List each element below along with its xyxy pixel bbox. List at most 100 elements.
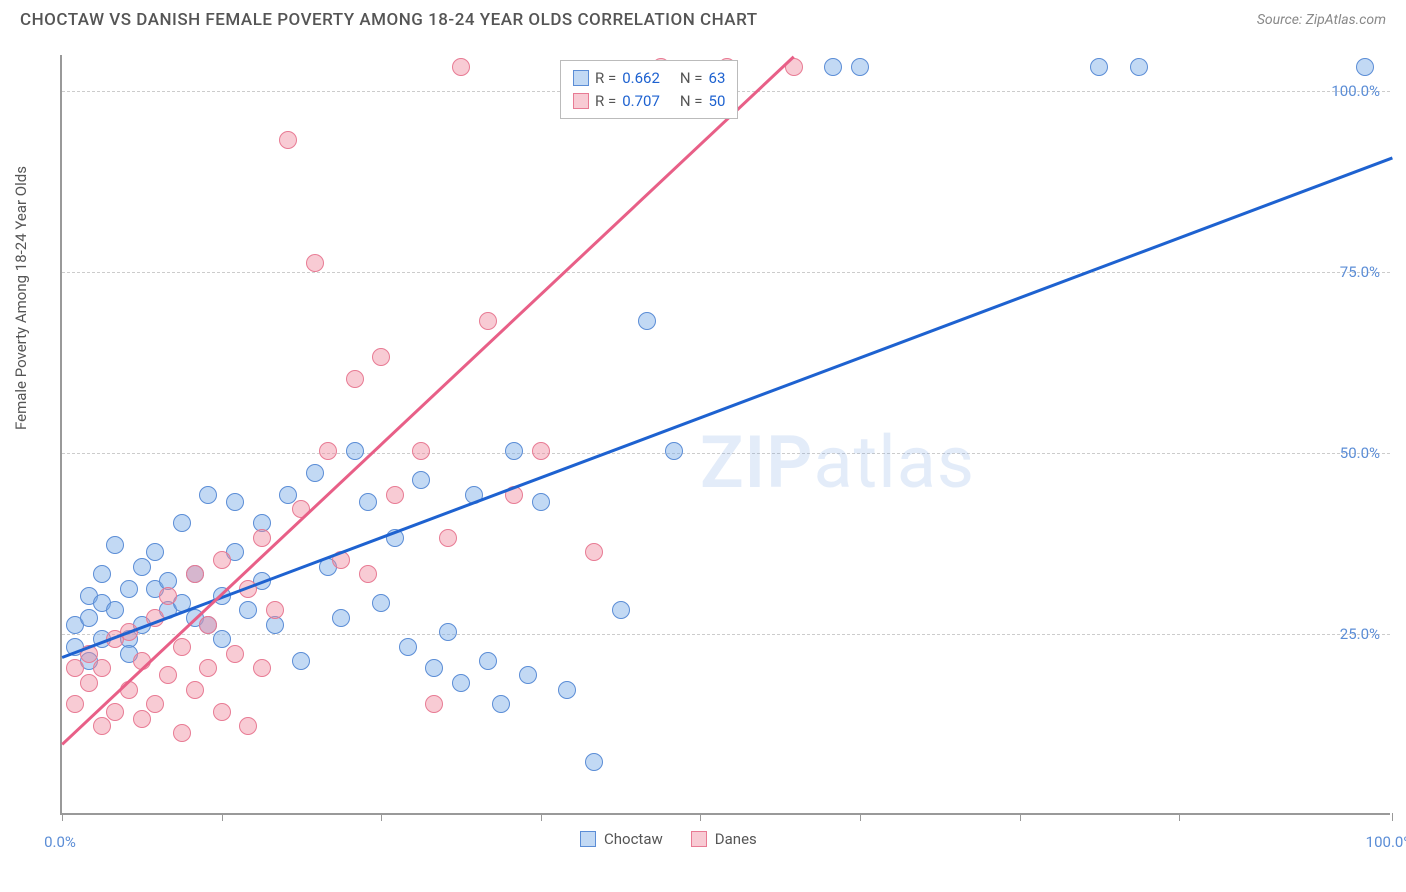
data-point xyxy=(425,695,443,713)
data-point xyxy=(665,442,683,460)
legend-row: R = 0.707 N = 50 xyxy=(573,90,725,113)
data-point xyxy=(226,493,244,511)
scatter-plot-area: 25.0%50.0%75.0%100.0% xyxy=(60,55,1390,815)
x-tick xyxy=(860,813,861,821)
y-axis-label: Female Poverty Among 18-24 Year Olds xyxy=(12,166,30,430)
trend-line xyxy=(62,156,1393,658)
series-name: Choctaw xyxy=(604,830,663,848)
data-point xyxy=(292,652,310,670)
data-point xyxy=(532,442,550,460)
data-point xyxy=(120,681,138,699)
series-legend-item: Choctaw xyxy=(580,830,663,848)
gridline xyxy=(62,634,1390,635)
data-point xyxy=(226,645,244,663)
data-point xyxy=(279,131,297,149)
data-point xyxy=(173,514,191,532)
data-point xyxy=(199,659,217,677)
data-point xyxy=(412,471,430,489)
data-point xyxy=(505,442,523,460)
x-tick xyxy=(222,813,223,821)
legend-n-value: 50 xyxy=(709,90,726,113)
data-point xyxy=(585,753,603,771)
data-point xyxy=(213,703,231,721)
data-point xyxy=(851,58,869,76)
data-point xyxy=(106,601,124,619)
data-point xyxy=(199,616,217,634)
x-tick xyxy=(1020,813,1021,821)
data-point xyxy=(492,695,510,713)
data-point xyxy=(386,486,404,504)
data-point xyxy=(452,58,470,76)
chart-title: CHOCTAW VS DANISH FEMALE POVERTY AMONG 1… xyxy=(20,10,758,30)
data-point xyxy=(412,442,430,460)
x-tick xyxy=(381,813,382,821)
data-point xyxy=(638,312,656,330)
data-point xyxy=(439,529,457,547)
chart-header: CHOCTAW VS DANISH FEMALE POVERTY AMONG 1… xyxy=(0,0,1406,38)
legend-r-label: R = xyxy=(595,90,616,113)
data-point xyxy=(146,543,164,561)
data-point xyxy=(173,724,191,742)
legend-swatch xyxy=(691,831,707,847)
data-point xyxy=(306,254,324,272)
data-point xyxy=(479,652,497,670)
series-legend: Choctaw Danes xyxy=(580,830,757,848)
legend-n-label: N = xyxy=(680,90,703,113)
data-point xyxy=(93,717,111,735)
data-point xyxy=(1130,58,1148,76)
data-point xyxy=(239,601,257,619)
data-point xyxy=(133,558,151,576)
data-point xyxy=(80,674,98,692)
legend-r-label: R = xyxy=(595,67,616,90)
x-tick xyxy=(62,813,63,821)
data-point xyxy=(80,609,98,627)
data-point xyxy=(824,58,842,76)
data-point xyxy=(213,551,231,569)
data-point xyxy=(213,630,231,648)
data-point xyxy=(239,717,257,735)
data-point xyxy=(133,710,151,728)
series-name: Danes xyxy=(715,830,757,848)
legend-swatch xyxy=(573,70,589,86)
data-point xyxy=(146,695,164,713)
data-point xyxy=(292,500,310,518)
data-point xyxy=(372,348,390,366)
data-point xyxy=(332,609,350,627)
data-point xyxy=(1356,58,1374,76)
data-point xyxy=(425,659,443,677)
data-point xyxy=(439,623,457,641)
y-tick-label: 100.0% xyxy=(1331,82,1380,100)
data-point xyxy=(519,666,537,684)
data-point xyxy=(1090,58,1108,76)
data-point xyxy=(612,601,630,619)
data-point xyxy=(558,681,576,699)
data-point xyxy=(173,638,191,656)
x-tick-label: 0.0% xyxy=(44,833,76,851)
data-point xyxy=(159,666,177,684)
data-point xyxy=(186,681,204,699)
gridline xyxy=(62,272,1390,273)
data-point xyxy=(159,587,177,605)
legend-row: R =0.662N =63 xyxy=(573,67,725,90)
data-point xyxy=(452,674,470,692)
data-point xyxy=(106,536,124,554)
data-point xyxy=(372,594,390,612)
series-legend-item: Danes xyxy=(691,830,757,848)
legend-n-value: 63 xyxy=(709,67,726,90)
data-point xyxy=(585,543,603,561)
legend-r-value: 0.707 xyxy=(622,90,660,113)
chart-source: Source: ZipAtlas.com xyxy=(1257,12,1386,28)
data-point xyxy=(199,486,217,504)
data-point xyxy=(253,529,271,547)
x-tick xyxy=(1179,813,1180,821)
y-tick-label: 25.0% xyxy=(1340,625,1380,643)
data-point xyxy=(532,493,550,511)
x-tick-label: 100.0% xyxy=(1366,833,1406,851)
y-tick-label: 75.0% xyxy=(1340,263,1380,281)
data-point xyxy=(253,659,271,677)
data-point xyxy=(66,659,84,677)
data-point xyxy=(186,565,204,583)
data-point xyxy=(93,565,111,583)
data-point xyxy=(93,659,111,677)
correlation-legend: R =0.662N =63R = 0.707 N = 50 xyxy=(560,60,738,119)
